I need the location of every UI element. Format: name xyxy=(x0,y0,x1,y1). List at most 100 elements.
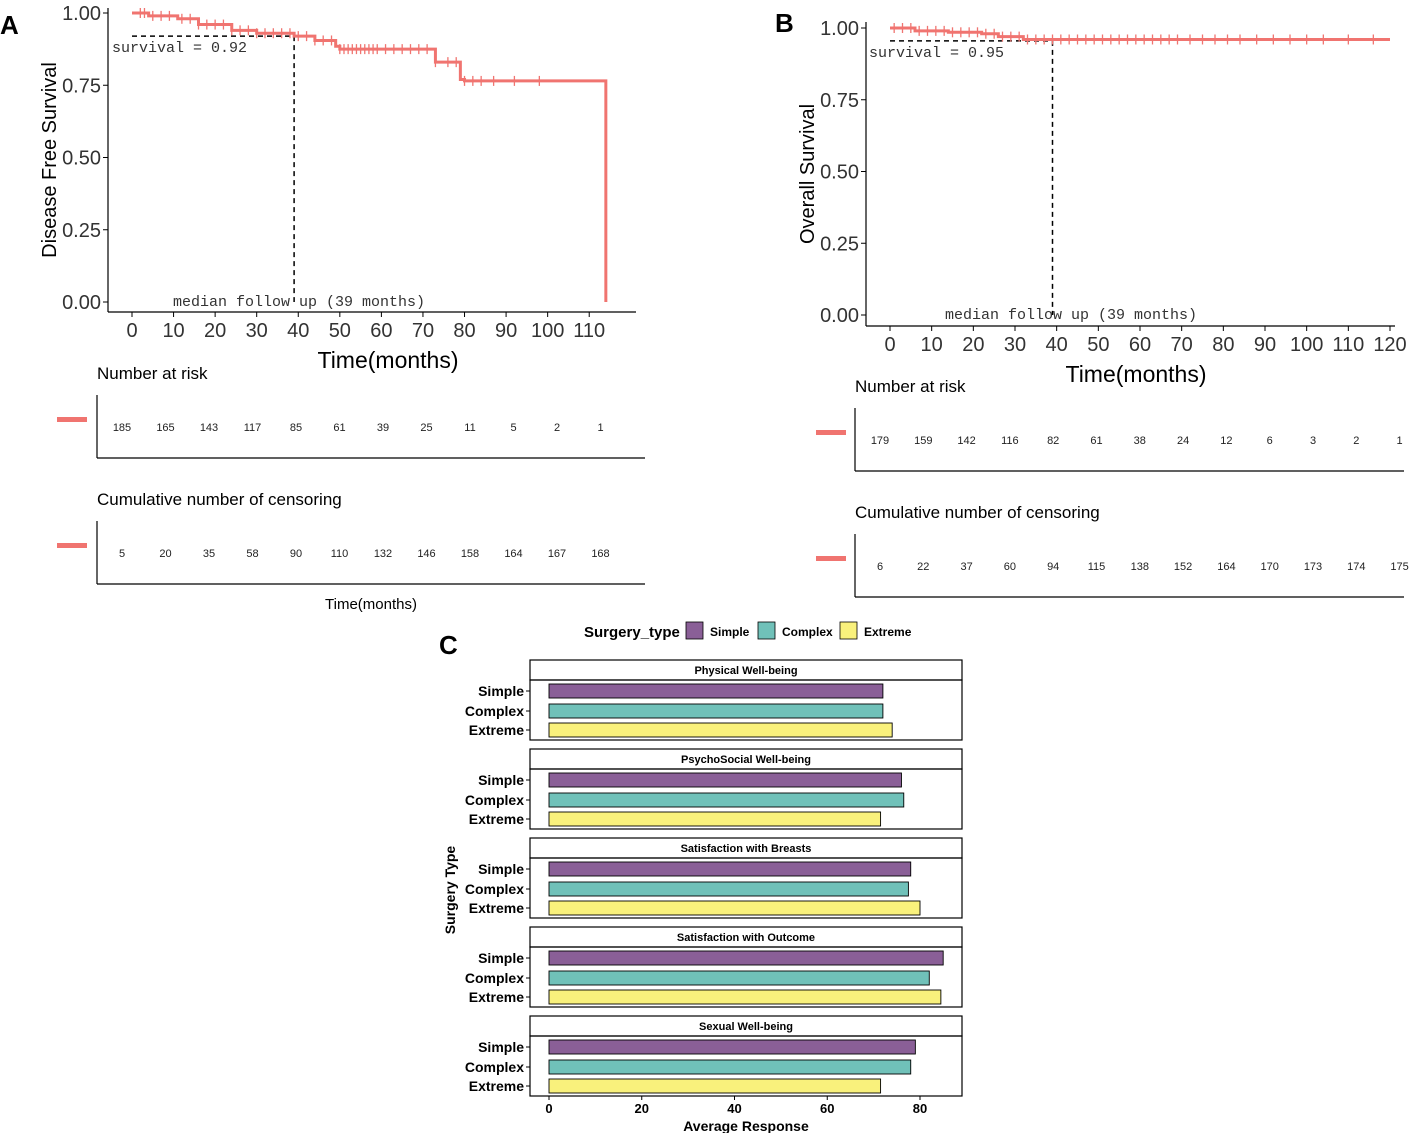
panel-a-risk-table-title: Number at risk xyxy=(97,364,208,383)
panel-a-survival-annotation: survival = 0.92 xyxy=(112,40,247,57)
panel-a-y-axis-title: Disease Free Survival xyxy=(39,62,61,258)
panel-a-censor-table-strata-key xyxy=(57,543,87,548)
panel-b-risk-table-cell: 38 xyxy=(1134,435,1146,447)
panel-b-overall-survival: 0.00 0.25 0.50 0.75 1.00 0 10 20 30 40 50 60 70 80 90 1… xyxy=(797,18,1409,598)
panel-b-censor-table-cell: 6 xyxy=(877,561,883,573)
panel-a-y-tick-label: 0.25 xyxy=(62,220,101,242)
y-tick-label: Simple xyxy=(478,861,524,877)
y-tick-label: Extreme xyxy=(469,811,524,827)
bar-extreme xyxy=(548,811,882,827)
panel-a-x-tick-label: 50 xyxy=(329,320,351,342)
panel-a-censor-table-cell: 164 xyxy=(504,548,522,560)
panel-a-censor-table-cell: 132 xyxy=(374,548,392,560)
y-tick-label: Simple xyxy=(478,772,524,788)
panel-a-censor-table-cell: 168 xyxy=(591,548,609,560)
panel-label-c: C xyxy=(439,630,458,660)
panel-b-censor-table-cell: 152 xyxy=(1174,561,1192,573)
y-tick-label: Complex xyxy=(465,881,524,897)
legend-label-complex: Complex xyxy=(782,625,833,639)
panel-a-table-x-axis-title: Time(months) xyxy=(325,596,417,613)
panel-b-x-tick-label: 100 xyxy=(1290,334,1323,356)
panel-label-a: A xyxy=(0,10,19,40)
facet-title: Sexual Well-being xyxy=(699,1021,793,1033)
panel-a-risk-table-cell: 25 xyxy=(420,422,432,434)
panel-a-risk-table-strata-key xyxy=(57,417,87,422)
panel-b-x-tick-label: 90 xyxy=(1254,334,1276,356)
panel-b-censor-table-title: Cumulative number of censoring xyxy=(855,503,1100,522)
panel-b-censor-table-cell: 170 xyxy=(1261,561,1279,573)
facet-title: Satisfaction with Outcome xyxy=(677,932,815,944)
panel-a-x-tick-label: 60 xyxy=(370,320,392,342)
bar-extreme xyxy=(548,722,893,738)
panel-a-x-tick-label: 100 xyxy=(531,320,564,342)
panel-b-risk-table-cell: 1 xyxy=(1397,435,1403,447)
panel-a-y-tick-label: 0.50 xyxy=(62,148,101,170)
legend-key-simple xyxy=(685,621,704,640)
y-axis-title: Surgery Type xyxy=(442,846,458,935)
panel-b-censor-table-cell: 37 xyxy=(960,561,972,573)
x-tick-label: 60 xyxy=(820,1101,834,1116)
panel-label-b: B xyxy=(775,8,794,38)
legend-title: Surgery_type xyxy=(584,624,680,641)
panel-a-median-annotation: median follow up (39 months) xyxy=(173,294,425,311)
panel-a-risk-table-cell: 5 xyxy=(510,422,516,434)
facet-title: Satisfaction with Breasts xyxy=(681,843,812,855)
panel-a-risk-table-cell: 61 xyxy=(333,422,345,434)
panel-a-x-tick-label: 30 xyxy=(246,320,268,342)
panel-b-y-tick-label: 0.00 xyxy=(820,305,859,327)
panel-a-y-tick-label: 0.00 xyxy=(62,292,101,314)
panel-b-x-tick-label: 40 xyxy=(1046,334,1068,356)
legend-label-extreme: Extreme xyxy=(864,625,912,639)
x-tick-label: 80 xyxy=(913,1101,927,1116)
facet-title: PsychoSocial Well-being xyxy=(681,754,811,766)
bar-simple xyxy=(548,1039,916,1055)
panel-a-risk-table-cell: 1 xyxy=(597,422,603,434)
panel-a-censor-table-cell: 20 xyxy=(159,548,171,560)
panel-a-censor-table-cell: 90 xyxy=(290,548,302,560)
y-tick-label: Complex xyxy=(465,792,524,808)
panel-b-y-axis-title: Overall Survival xyxy=(797,104,819,244)
panel-b-x-tick-label: 120 xyxy=(1373,334,1406,356)
x-axis-title: Average Response xyxy=(683,1118,809,1133)
panel-b-censor-table-cell: 164 xyxy=(1217,561,1235,573)
panel-b-y-tick-label: 1.00 xyxy=(820,18,859,40)
bar-simple xyxy=(548,861,912,877)
bar-complex xyxy=(548,792,905,808)
legend-label-simple: Simple xyxy=(710,625,750,639)
panel-b-y-tick-label: 0.50 xyxy=(820,162,859,184)
x-tick-label: 0 xyxy=(545,1101,552,1116)
panel-a-disease-free-survival: 0.00 0.25 0.50 0.75 1.00 0 10 20 30 40 50 60 70 80 90 1… xyxy=(39,3,645,613)
panel-b-risk-table-cell: 24 xyxy=(1177,435,1189,447)
bar-simple xyxy=(548,950,944,966)
y-tick-label: Extreme xyxy=(469,722,524,738)
panel-b-censor-table-cell: 174 xyxy=(1347,561,1365,573)
panel-a-censor-table-cell: 110 xyxy=(331,548,349,560)
panel-b-censor-table-cell: 22 xyxy=(917,561,929,573)
y-tick-label: Complex xyxy=(465,1059,524,1075)
panel-a-censor-table-cell: 167 xyxy=(548,548,566,560)
panel-a-risk-table-cell: 117 xyxy=(244,422,262,434)
panel-b-x-tick-label: 30 xyxy=(1004,334,1026,356)
panel-b-risk-table-title: Number at risk xyxy=(855,377,966,396)
panel-a-x-tick-label: 10 xyxy=(162,320,184,342)
panel-b-x-tick-label: 80 xyxy=(1212,334,1234,356)
panel-a-censor-table-cell: 146 xyxy=(417,548,435,560)
facet-title: Physical Well-being xyxy=(694,665,797,677)
x-tick-label: 40 xyxy=(727,1101,741,1116)
panel-a-risk-table-cell: 11 xyxy=(464,422,475,434)
panel-a-x-tick-label: 110 xyxy=(573,320,605,342)
y-tick-label: Extreme xyxy=(469,989,524,1005)
panel-b-x-tick-label: 60 xyxy=(1129,334,1151,356)
y-tick-label: Complex xyxy=(465,703,524,719)
panel-a-x-tick-label: 40 xyxy=(287,320,309,342)
panel-b-x-tick-label: 70 xyxy=(1171,334,1193,356)
bar-complex xyxy=(548,970,930,986)
facet-panel-border xyxy=(529,1035,963,1097)
y-tick-label: Complex xyxy=(465,970,524,986)
panel-a-x-tick-label: 90 xyxy=(495,320,517,342)
facet-panel-border xyxy=(529,857,963,919)
panel-a-y-tick-label: 1.00 xyxy=(62,3,101,25)
panel-b-risk-table-cell: 12 xyxy=(1220,435,1232,447)
panel-b-censor-table-cell: 175 xyxy=(1390,561,1408,573)
